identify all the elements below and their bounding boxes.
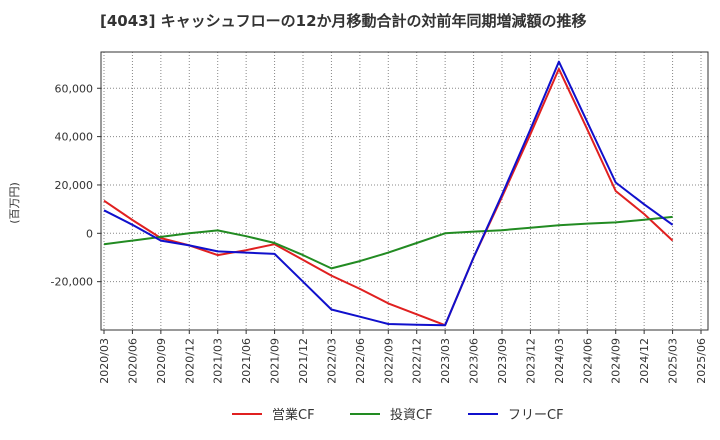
legend-label: 投資CF [390, 407, 433, 423]
x-tick-label: 2020/06 [126, 338, 139, 384]
plot-background [101, 52, 708, 330]
plot-frame [100, 51, 709, 331]
series-line-営業CF [103, 67, 674, 327]
legend-label: フリーCF [508, 408, 564, 423]
x-tick-label: 2022/12 [411, 338, 424, 384]
x-tick-label: 2024/03 [553, 338, 566, 384]
legend: 営業CF 投資CF フリーCF [232, 407, 564, 423]
series-line-投資CF [103, 215, 673, 270]
x-tick-label: 2024/06 [581, 338, 594, 384]
y-tick-label: 40,000 [55, 131, 94, 144]
x-tick-label: 2023/12 [524, 338, 537, 384]
chart-title: [4043] キャッシュフローの12か月移動合計の対前年同期増減額の推移 [100, 12, 587, 30]
x-tick-label: 2024/09 [610, 338, 623, 384]
series-lines [103, 60, 674, 327]
y-tick-label: 60,000 [55, 82, 94, 95]
x-tick-label: 2020/12 [183, 338, 196, 384]
x-tick-label: 2020/09 [155, 338, 168, 384]
x-tick-label: 2023/09 [496, 338, 509, 384]
x-tick-label: 2021/09 [269, 338, 282, 384]
grid-lines [101, 52, 708, 330]
x-tick-label: 2022/06 [354, 338, 367, 384]
x-axis-ticks: 2020/03 2020/06 2020/09 2020/12 2021/03 2021/… [98, 330, 708, 384]
x-tick-label: 2025/06 [695, 338, 708, 384]
x-tick-label: 2023/03 [439, 338, 452, 384]
legend-label: 営業CF [272, 407, 315, 423]
x-tick-label: 2021/06 [240, 338, 253, 384]
y-tick-label: 0 [86, 227, 93, 240]
x-tick-label: 2023/06 [468, 338, 481, 384]
y-axis-ticks: -20,000 0 20,000 40,000 60,000 [51, 82, 101, 289]
y-tick-label: -20,000 [51, 276, 93, 289]
x-tick-label: 2021/12 [297, 338, 310, 384]
y-tick-label: 20,000 [55, 179, 94, 192]
y-axis-label: (百万円) [8, 182, 21, 224]
x-tick-label: 2022/03 [325, 338, 338, 384]
x-tick-label: 2025/03 [667, 338, 680, 384]
x-tick-label: 2022/09 [382, 338, 395, 384]
x-tick-label: 2020/03 [98, 338, 111, 384]
x-tick-label: 2021/03 [212, 338, 225, 384]
x-tick-label: 2024/12 [638, 338, 651, 384]
series-line-フリーCF [103, 60, 674, 327]
